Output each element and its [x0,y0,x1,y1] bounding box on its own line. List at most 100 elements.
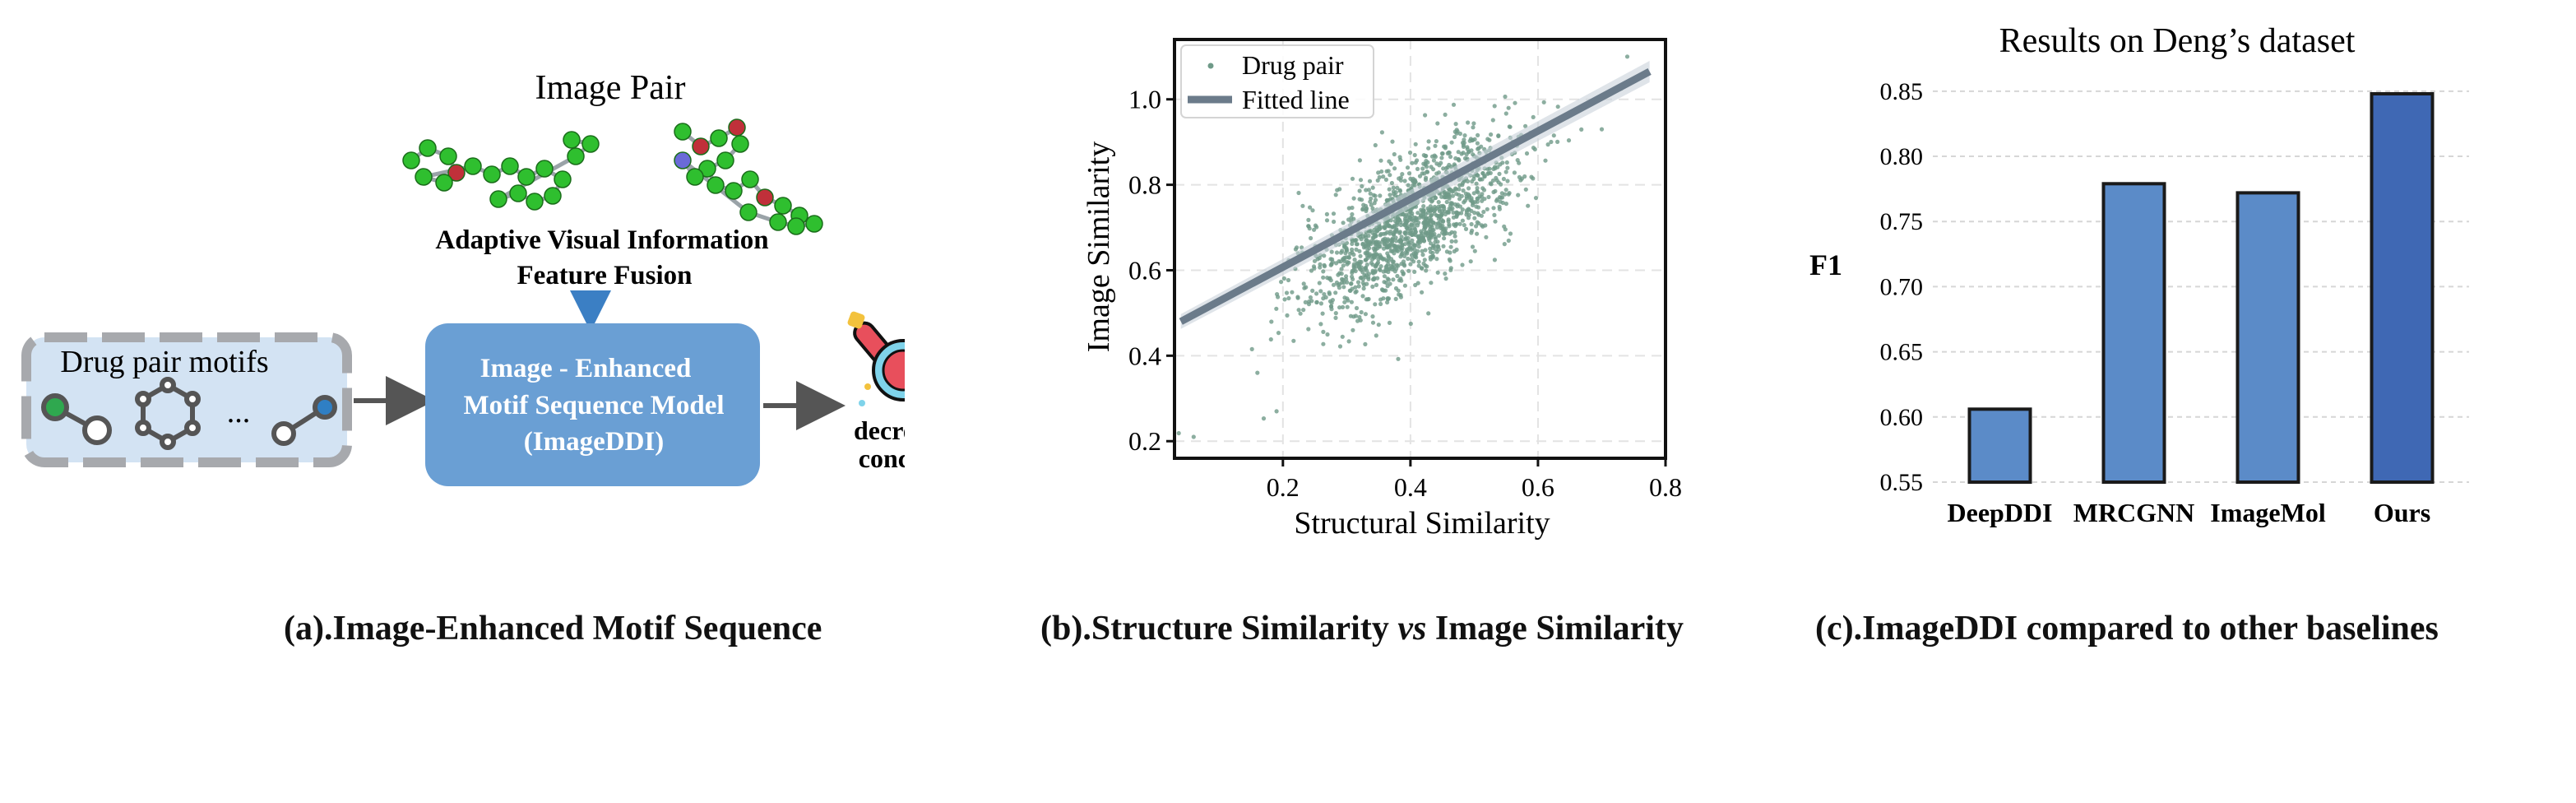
scatter-point [1296,190,1301,196]
scatter-point [1504,160,1509,165]
scatter-point [1321,296,1326,301]
scatter-point [1389,180,1394,186]
scatter-point [1318,301,1323,306]
scatter-point [1421,209,1426,214]
scatter-point [1360,207,1365,212]
scatter-point [1281,276,1286,281]
bar-y-tick-label: 0.70 [1880,273,1924,300]
scatter-point [1500,195,1505,200]
scatter-point [1405,165,1411,170]
scatter-point [1415,211,1420,216]
scatter-point [1370,262,1375,267]
scatter-point [1328,262,1333,267]
scatter-point [1337,344,1343,349]
scatter-point [1301,308,1306,313]
scatter-point [1350,211,1355,217]
scatter-point [1423,230,1428,235]
scatter-point [1379,169,1384,174]
scatter-point [1475,199,1480,204]
scatter-point [1363,312,1368,317]
scatter-point [1334,250,1340,255]
scatter-point [1295,295,1300,300]
scatter-point [1373,302,1378,307]
scatter-point [1421,261,1426,266]
scatter-point [1424,159,1429,164]
scatter-point [1457,221,1462,226]
scatter-point [1324,218,1330,223]
scatter-point [1579,127,1584,132]
scatter-point [1452,230,1457,235]
scatter-x-tick-label: 0.4 [1394,472,1427,502]
scatter-point [1384,258,1389,263]
scatter-point [1365,297,1370,302]
scatter-plot-frame [1173,38,1667,460]
scatter-point [1435,121,1440,126]
scatter-point [1284,290,1290,295]
scatter-point [1339,272,1344,276]
scatter-point [1282,297,1287,302]
scatter-point [1503,202,1508,207]
scatter-point [1396,356,1401,361]
scatter-point [1475,141,1480,146]
scatter-point [1341,285,1346,290]
scatter-point [1551,133,1556,138]
scatter-point [1474,224,1479,229]
scatter-point [1352,238,1358,243]
molecule-atom [728,118,746,137]
scatter-point [1387,187,1392,192]
scatter-point [1370,268,1375,273]
scatter-point [1426,235,1431,241]
scatter-point [1363,258,1368,262]
scatter-point [1526,203,1531,208]
scatter-point [1353,268,1358,274]
scatter-point [1416,234,1421,239]
scatter-point [1398,254,1403,259]
scatter-point [1351,216,1356,221]
scatter-point [1341,257,1346,262]
molecule-atom [439,147,457,165]
scatter-point [1461,188,1466,193]
scatter-point [1416,259,1421,264]
scatter-point [1409,207,1414,212]
scatter-point [1408,262,1413,267]
scatter-point [1444,199,1449,205]
scatter-point [1370,320,1376,325]
scatter-point [1429,230,1434,235]
scatter-point [1488,170,1493,175]
scatter-point [1348,288,1353,293]
molecule-atom [769,213,787,231]
molecule-atom [419,139,437,157]
scatter-point [1449,239,1454,244]
model-label-line2: Motif Sequence Model [463,391,724,420]
scatter-point [1498,162,1503,167]
scatter-point [1457,183,1462,188]
scatter-point [1322,292,1327,297]
bar-y-tick-label: 0.80 [1880,143,1924,170]
bar-deepddi [1967,407,2032,484]
scatter-point [1286,277,1291,283]
scatter-point [1420,230,1425,236]
scatter-point [1412,243,1417,248]
scatter-point [1472,248,1477,253]
bar-chart: Results on Deng’s dataset F1 0.55 0.60 0.6… [1809,22,2469,527]
scatter-point [1345,280,1350,285]
scatter-point [1523,187,1528,192]
scatter-point [1492,165,1498,169]
bar-imagemol [2235,191,2300,484]
scatter-point [1446,210,1451,215]
scatter-point [1377,174,1382,180]
scatter-point [1306,217,1311,222]
scatter-point [1351,262,1356,267]
scatter-point [1415,166,1420,171]
molecule-atom [501,157,519,175]
scatter-point [1479,213,1484,218]
scatter-point [1317,256,1322,261]
scatter-point [1440,151,1445,156]
scatter-point [1366,233,1371,239]
scatter-point [1378,267,1383,272]
scatter-point [1355,280,1361,285]
scatter-point [1454,247,1459,253]
scatter-point [1351,265,1356,270]
scatter-point [1355,242,1360,247]
scatter-point [1420,290,1425,295]
